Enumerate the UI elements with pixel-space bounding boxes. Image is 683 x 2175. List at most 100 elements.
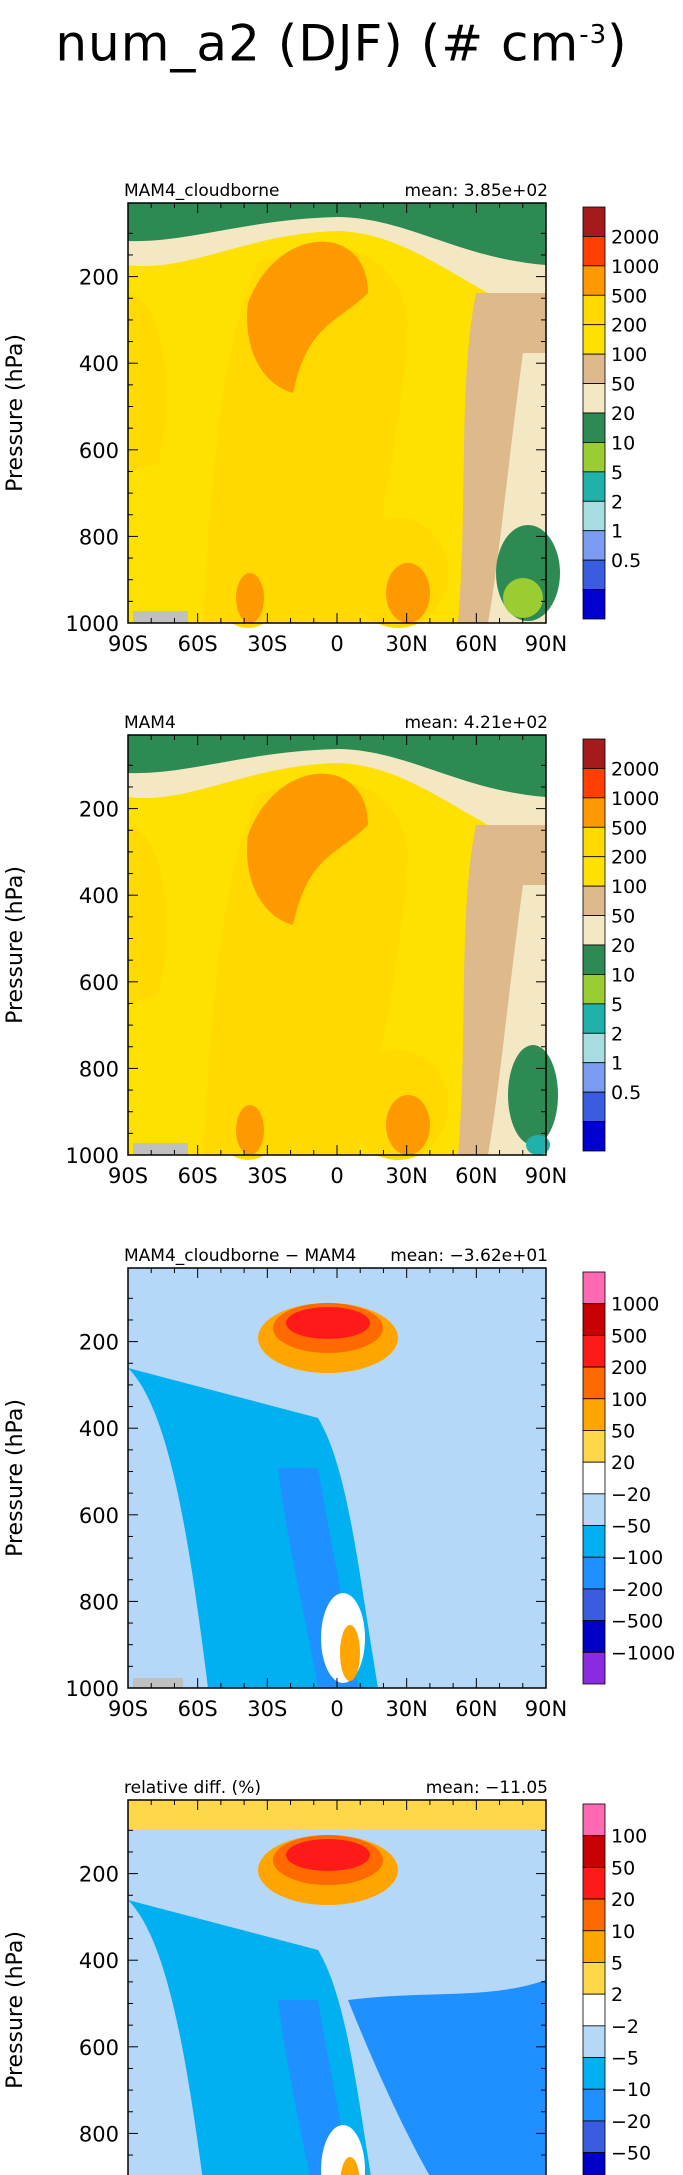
colorbar-label: 100 (611, 1389, 647, 1411)
colorbar-swatch (582, 2025, 606, 2058)
colorbar-swatch (582, 1803, 606, 1837)
y-tick-label: 600 (79, 439, 119, 463)
x-tick-label: 60N (455, 1697, 497, 1721)
panel-3-title: MAM4_cloudborne − MAM4 (124, 1246, 356, 1266)
colorbar-swatch (582, 2057, 606, 2090)
y-tick-label: 800 (79, 1590, 119, 1614)
contour-1000-core (247, 773, 368, 925)
colorbar-swatch (582, 1091, 606, 1122)
colorbar-swatch (582, 1366, 606, 1400)
colorbar-swatch (582, 1525, 606, 1558)
contour-polar-blob (508, 1045, 558, 1145)
colorbar-label: 200 (611, 847, 647, 869)
y-tick-label: 200 (79, 1331, 119, 1355)
x-tick-label: 0 (330, 632, 343, 656)
figure-title: num_a2 (DJF) (# cm-3) (0, 0, 683, 79)
y-tick-label: 800 (79, 525, 119, 549)
colorbar-swatch (582, 1032, 606, 1064)
colorbar-swatch (582, 768, 606, 799)
colorbar-swatch (582, 1461, 606, 1495)
colorbar-label: 1 (611, 521, 623, 543)
colorbar-swatch (582, 1866, 606, 1900)
colorbar-label: 1000 (611, 256, 659, 278)
y-tick-label: 1000 (66, 1144, 119, 1168)
figure-title-text: num_a2 (DJF) (# cm (55, 14, 580, 73)
x-tick-label: 30S (247, 1697, 287, 1721)
colorbar-label: 2 (611, 1984, 623, 2006)
chart-1: MAM4_cloudborne mean: 3.85e+02 90S 60S 30S… (3, 181, 659, 656)
x-tick-label: 90S (108, 1697, 148, 1721)
colorbar-label: 2000 (611, 226, 659, 248)
colorbar-label: −10 (611, 2079, 651, 2101)
panel-4-title: relative diff. (%) (124, 1778, 261, 1798)
contour-surface-core-south (236, 573, 264, 623)
colorbar-label: 2 (611, 1023, 623, 1045)
contour-surface-positive (340, 2157, 360, 2175)
colorbar-swatch (582, 944, 606, 975)
colorbar-label: 500 (611, 1325, 647, 1347)
y-tick-label: 600 (79, 971, 119, 995)
colorbar-label: 2 (611, 491, 623, 513)
y-axis-label: Pressure (hPa) (3, 334, 28, 492)
y-tick-label: 200 (79, 1863, 119, 1887)
colorbar-label: 10 (611, 432, 635, 454)
panel-2: MAM4 mean: 4.21e+02 90S 60S 30S 0 30N 60N 90N 2… (0, 617, 683, 1188)
colorbar-label: 500 (611, 817, 647, 839)
colorbar-swatch (582, 1835, 606, 1868)
colorbar-label: 50 (611, 374, 635, 396)
contour-1000-core (247, 241, 368, 393)
colorbar-swatch (582, 1334, 606, 1368)
contour-north-band (348, 1980, 546, 2175)
colorbar-label: −100 (611, 1547, 663, 1569)
colorbar-label: 2000 (611, 758, 659, 780)
y-tick-label: 1000 (66, 1677, 119, 1701)
y-tick-label: 600 (79, 1504, 119, 1528)
panel-3-mean: mean: −3.62e+01 (390, 1246, 548, 1266)
colorbar-swatch (582, 2152, 606, 2175)
colorbar-label: 100 (611, 344, 647, 366)
colorbar-swatch (582, 885, 606, 916)
colorbar-swatch (582, 1062, 606, 1093)
colorbar-swatch (582, 206, 606, 237)
x-tick-label: 90S (108, 1164, 148, 1188)
x-tick-label: 30N (385, 632, 427, 656)
colorbar-swatch (582, 797, 606, 828)
y-tick-label: 400 (79, 884, 119, 908)
colorbar-label: 20 (611, 1452, 635, 1474)
colorbar-label: 1000 (611, 788, 659, 810)
colorbar-swatch (582, 1930, 606, 1963)
colorbar-label: 20 (611, 1889, 635, 1911)
x-tick-label: 60S (178, 632, 218, 656)
colorbar-label: 500 (611, 285, 647, 307)
y-tick-label: 200 (79, 798, 119, 822)
colorbar-label: 20 (611, 403, 635, 425)
colorbar-swatch (582, 442, 606, 473)
panel-1-mean: mean: 3.85e+02 (404, 181, 548, 201)
colorbar-label: −50 (611, 1516, 651, 1538)
colorbar-label: 100 (611, 876, 647, 898)
x-tick-label: 0 (330, 1164, 343, 1188)
y-tick-label: 200 (79, 266, 119, 290)
colorbar-label: −200 (611, 1579, 663, 1601)
colorbar-swatch (582, 353, 606, 384)
panel-1-title: MAM4_cloudborne (124, 181, 279, 201)
chart-4: relative diff. (%) mean: −11.05 90S60S30… (3, 1778, 663, 2175)
x-tick-label: 90N (525, 1697, 567, 1721)
colorbar-label: 10 (611, 964, 635, 986)
colorbar-swatch (582, 1588, 606, 1622)
colorbar-label: 50 (611, 1420, 635, 1442)
x-tick-label: 60S (178, 1164, 218, 1188)
contour-surface-core-south (236, 1105, 264, 1155)
panel-2-mean: mean: 4.21e+02 (404, 713, 548, 733)
y-tick-label: 400 (79, 352, 119, 376)
colorbar-label: −20 (611, 2111, 651, 2133)
x-tick-label: 90N (525, 1164, 567, 1188)
colorbar-label: 50 (611, 1857, 635, 1879)
colorbar-swatch (582, 236, 606, 267)
colorbar-label: 100 (611, 1826, 647, 1848)
panel-2-title: MAM4 (124, 713, 176, 733)
y-tick-label: 400 (79, 1949, 119, 1973)
contour-top-band (128, 735, 546, 797)
colorbar-label: 1000 (611, 1294, 659, 1316)
colorbar-swatch (582, 826, 606, 858)
